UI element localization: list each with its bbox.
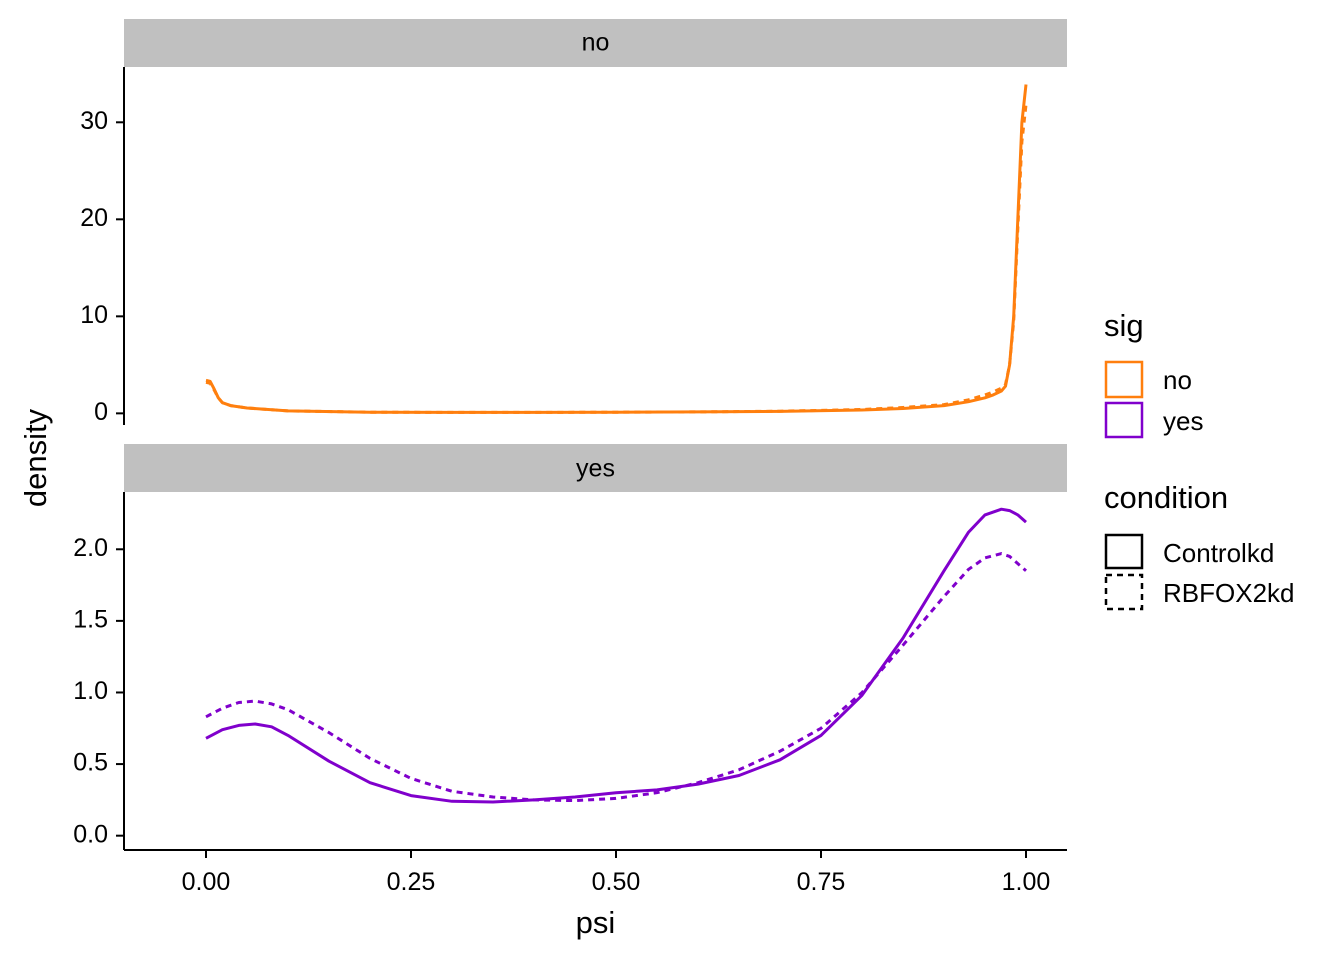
y-tick-label-yes-4: 2.0 — [73, 534, 108, 562]
y-axis-title: density — [18, 408, 53, 507]
y-tick-label-yes-3: 1.5 — [73, 605, 108, 633]
legend-label-rbfox2kd: RBFOX2kd — [1163, 578, 1295, 608]
strip-label-no: no — [582, 29, 610, 57]
y-tick-label-yes-2: 1.0 — [73, 677, 108, 705]
x-tick-label-4: 1.00 — [1002, 868, 1051, 896]
legend-condition-title: condition — [1104, 480, 1228, 515]
strip-no-background — [124, 19, 1067, 67]
x-axis-title: psi — [576, 905, 616, 940]
legend-sig: sig no yes — [1104, 308, 1203, 439]
legend-label-no: no — [1163, 365, 1192, 395]
legend-sig-title: sig — [1104, 308, 1144, 343]
legend-condition: condition Controlkd RBFOX2kd — [1104, 480, 1295, 611]
panel-yes-series — [205, 507, 1027, 804]
y-axis-ticks-no: 0 10 20 30 — [80, 107, 124, 426]
x-axis-ticks: 0.00 0.25 0.50 0.75 1.00 — [182, 850, 1051, 896]
y-tick-label-no-2: 20 — [80, 204, 108, 232]
y-axis-ticks-yes: 0.0 0.5 1.0 1.5 2.0 — [73, 534, 124, 848]
y-tick-label-yes-1: 0.5 — [73, 749, 108, 777]
legend-key-no — [1104, 360, 1144, 399]
legend-key-yes — [1104, 401, 1144, 439]
strip-yes-background — [124, 444, 1067, 492]
strip-label-yes: yes — [576, 455, 615, 483]
series-line-no-rbfox2kd — [205, 104, 1028, 414]
panel-no-series — [205, 84, 1028, 414]
y-tick-label-no-3: 30 — [80, 107, 108, 135]
y-tick-label-yes-0: 0.0 — [73, 820, 108, 848]
series-line-yes-controlkd — [205, 507, 1027, 804]
x-tick-label-1: 0.25 — [387, 868, 436, 896]
x-tick-label-0: 0.00 — [182, 868, 231, 896]
legend-label-yes: yes — [1163, 406, 1203, 436]
x-tick-label-2: 0.50 — [592, 868, 641, 896]
series-line-yes-rbfox2kd — [205, 552, 1027, 803]
legend-key-controlkd — [1104, 533, 1144, 570]
x-tick-label-3: 0.75 — [797, 868, 846, 896]
legend-label-controlkd: Controlkd — [1163, 538, 1274, 568]
legend-key-rbfox2kd — [1104, 573, 1144, 611]
y-tick-label-no-0: 0 — [94, 398, 108, 426]
y-tick-label-no-1: 10 — [80, 301, 108, 329]
series-line-no-controlkd — [205, 84, 1028, 414]
